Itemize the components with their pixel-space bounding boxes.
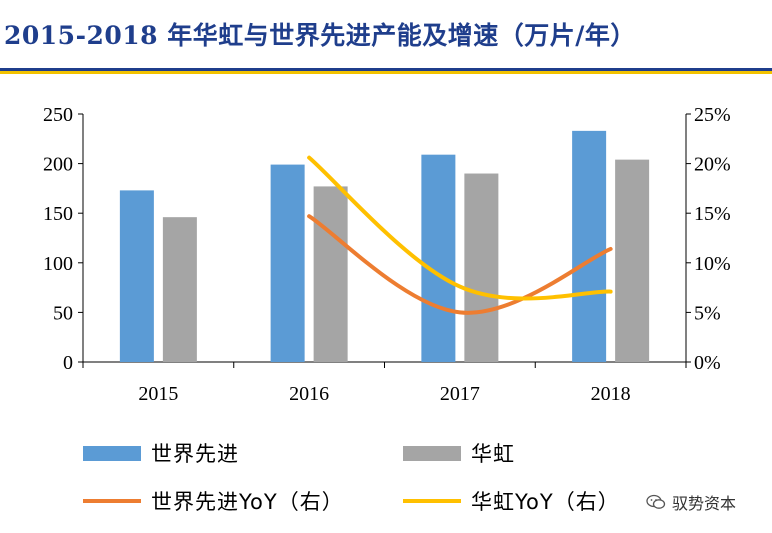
y-left-tick-label: 100 — [43, 253, 73, 275]
line-series-1-yoy — [307, 214, 613, 315]
watermark-text: 驭势资本 — [672, 494, 737, 513]
title-rule-gold — [0, 71, 772, 74]
bar-series-1 — [270, 164, 305, 362]
legend-label: 华虹 — [471, 442, 515, 466]
title-rule-navy — [0, 68, 772, 71]
bar-series-2 — [162, 217, 197, 362]
y-right-tick-label: 20% — [694, 154, 731, 176]
legend-label: 世界先进YoY（右） — [151, 490, 344, 514]
watermark: 驭势资本 — [646, 490, 736, 514]
y-right-tick-label: 0% — [694, 352, 721, 374]
combo-chart: 0 50 100 150 200 250 0% 5% 10% 15% 20% 25% 2015 2016 2… — [43, 104, 731, 405]
y-left-tick-label: 200 — [43, 154, 73, 176]
bar-series-1 — [572, 130, 607, 362]
legend-label: 华虹YoY（右） — [471, 490, 620, 514]
y-left-tick-label: 150 — [43, 203, 73, 225]
legend-item: 世界先进 — [83, 438, 239, 468]
y-right-tick-label: 5% — [694, 302, 721, 324]
chart-legend: 世界先进 华虹世界先进YoY（右） 华虹YoY（右） — [0, 430, 772, 530]
legend-item: 华虹 — [403, 438, 515, 468]
wechat-icon — [646, 494, 666, 509]
y-right-tick-label: 25% — [694, 104, 731, 126]
legend-swatch — [403, 445, 461, 461]
legend-item: 世界先进YoY（右） — [83, 486, 344, 516]
x-tick-label: 2016 — [289, 383, 329, 405]
y-left-tick-label: 0 — [63, 352, 73, 374]
legend-swatch — [83, 499, 141, 503]
legend-swatch — [83, 445, 141, 461]
bar-series-2 — [615, 159, 650, 362]
y-right-tick-label: 10% — [694, 253, 731, 275]
y-left-tick-label: 50 — [53, 302, 73, 324]
legend-item: 华虹YoY（右） — [403, 486, 620, 516]
bar-series-2 — [313, 186, 348, 362]
x-tick-label: 2018 — [591, 383, 631, 405]
legend-swatch — [403, 499, 461, 503]
legend-label: 世界先进 — [151, 442, 239, 466]
y-left-tick-label: 250 — [43, 104, 73, 126]
bar-series-2 — [464, 173, 499, 362]
x-tick-label: 2017 — [440, 383, 480, 405]
line-series-2-yoy — [307, 155, 613, 301]
page-title: 2015-2018 年华虹与世界先进产能及增速（万片/年） — [4, 21, 636, 50]
bar-series-1 — [119, 190, 154, 362]
x-tick-label: 2015 — [138, 383, 178, 405]
y-right-tick-label: 15% — [694, 203, 731, 225]
bar-series-1 — [421, 154, 456, 362]
title-bar: 2015-2018 年华虹与世界先进产能及增速（万片/年） — [0, 0, 772, 74]
